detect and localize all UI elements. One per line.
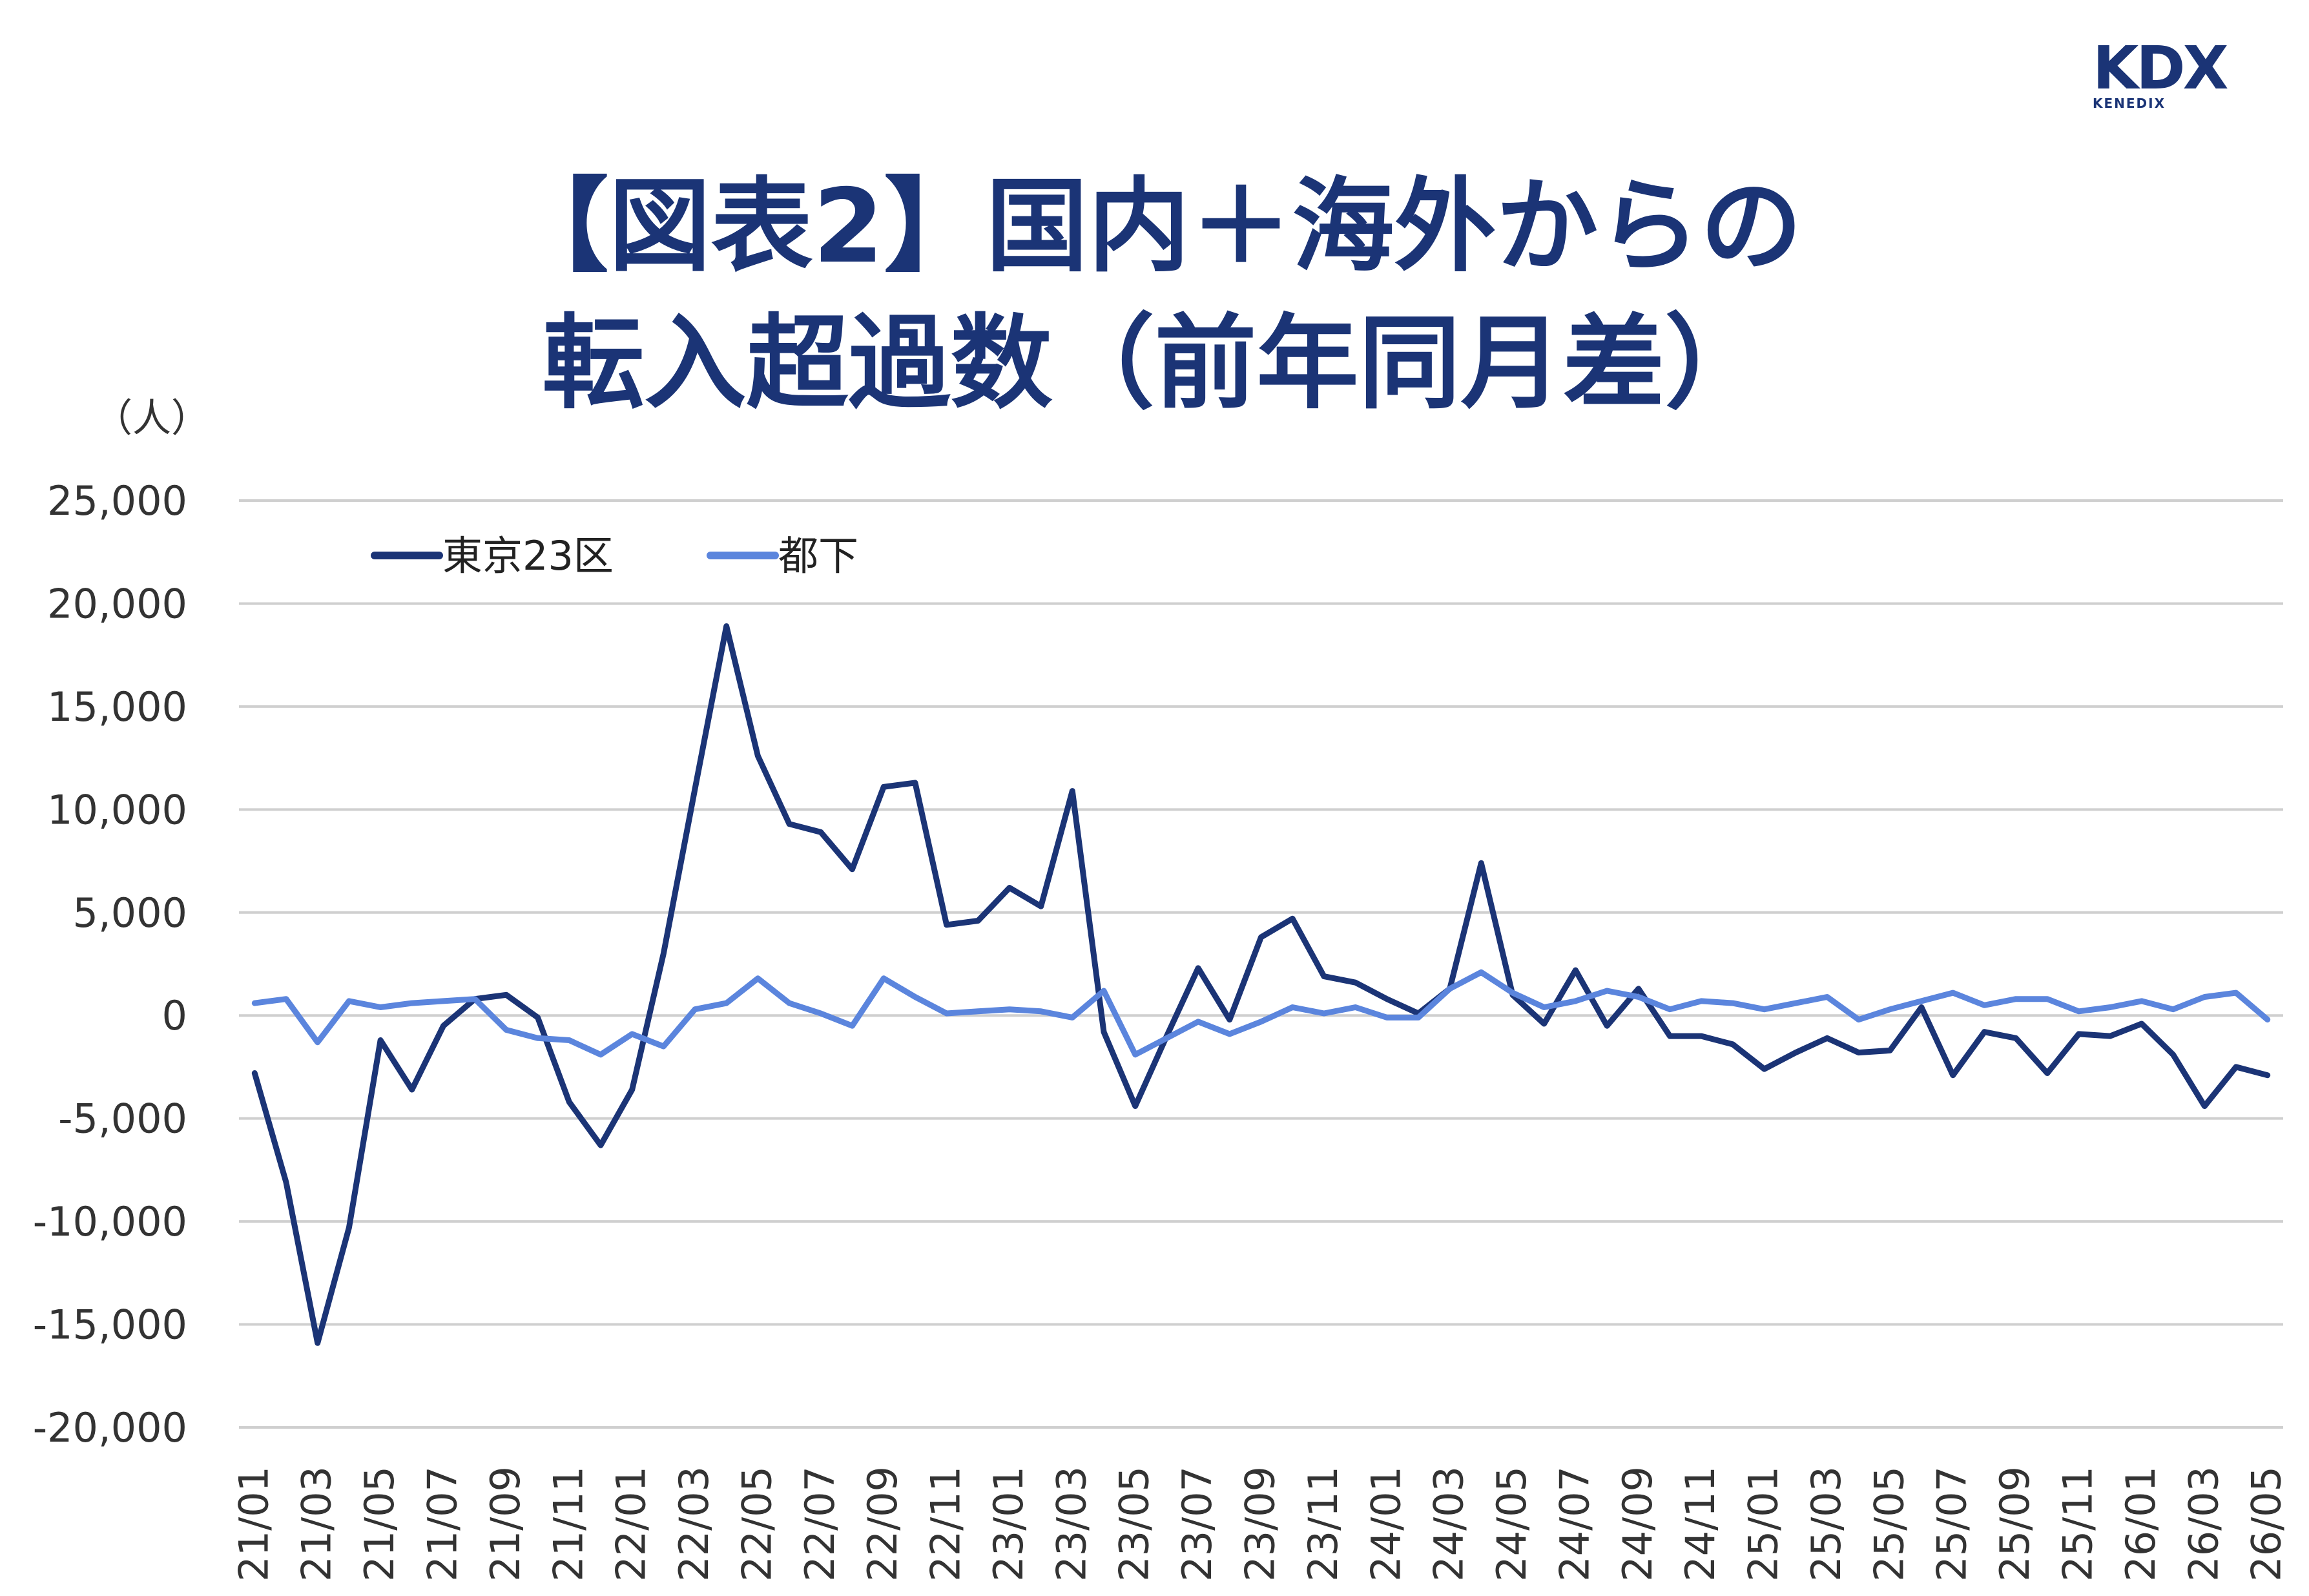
legend: 東京23区 都下 [371,532,858,579]
legend-label: 都下 [778,532,858,579]
x-tick-label: 22/03 [670,1466,718,1582]
x-tick-label: 22/01 [608,1466,655,1582]
x-tick-label: 26/01 [2117,1466,2164,1582]
x-tick-label: 21/05 [356,1466,403,1582]
series-lines [251,623,2271,1346]
logo-main-text: KDX [2093,34,2229,103]
y-tick-label: -15,000 [33,1301,187,1349]
series-line [251,623,2271,1346]
x-tick-label: 22/07 [796,1466,844,1582]
y-tick-label: -10,000 [33,1198,187,1245]
x-tick-label: 21/03 [293,1466,340,1582]
x-tick-label: 23/07 [1174,1466,1221,1582]
x-tick-label: 24/09 [1614,1466,1661,1582]
y-axis: 25,000 20,000 15,000 10,000 5,000 0 -5,000 -10,… [33,477,187,1451]
x-tick-label: 25/01 [1740,1466,1787,1582]
x-tick-label: 24/07 [1551,1466,1598,1582]
x-tick-label: 23/05 [1111,1466,1158,1582]
grid-lines [239,499,2283,1429]
x-tick-label: 26/03 [2180,1466,2227,1582]
title-line-2: 転入超過数（前年同月差） [542,304,1767,423]
x-tick-label: 22/11 [922,1466,969,1582]
x-tick-label: 24/11 [1677,1466,1724,1582]
x-tick-label: 25/09 [1991,1466,2038,1582]
y-tick-label: -20,000 [33,1404,187,1451]
x-tick-label: 21/09 [482,1466,529,1582]
x-tick-label: 25/11 [2055,1466,2102,1582]
y-tick-label: -5,000 [58,1095,187,1143]
x-tick-label: 22/05 [733,1466,780,1582]
y-tick-label: 15,000 [47,683,187,731]
x-tick-label: 21/07 [419,1466,466,1582]
x-tick-label: 21/11 [544,1466,592,1582]
y-tick-label: 5,000 [73,889,188,937]
logo-sub-text: KENEDIX [2093,96,2166,111]
x-tick-label: 24/03 [1425,1466,1473,1582]
y-tick-label: 0 [162,992,187,1039]
x-tick-label: 26/05 [2243,1466,2290,1582]
x-tick-label: 23/09 [1237,1466,1284,1582]
x-tick-label: 23/11 [1299,1466,1347,1582]
series-line [251,969,2271,1058]
title-line-1: 【図表2】国内＋海外からの [506,167,1803,286]
y-tick-label: 20,000 [47,580,187,627]
x-tick-label: 23/01 [985,1466,1032,1582]
x-tick-label: 25/07 [1929,1466,1976,1582]
y-tick-label: 10,000 [47,786,187,833]
x-tick-label: 21/01 [230,1466,277,1582]
x-tick-label: 24/05 [1488,1466,1535,1582]
x-tick-label: 23/03 [1048,1466,1095,1582]
x-tick-label: 25/05 [1865,1466,1912,1582]
x-tick-label: 24/01 [1362,1466,1409,1582]
page-title: 【図表2】国内＋海外からの 転入超過数（前年同月差） [0,158,2309,432]
x-tick-label: 25/03 [1803,1466,1850,1582]
kdx-logo: KDX KENEDIX [2093,34,2261,112]
x-axis: 21/01 21/03 21/05 21/07 21/09 21/11 22/01 22/03… [230,1466,2290,1582]
y-unit-label: （人） [94,396,210,441]
legend-label: 東京23区 [442,532,614,579]
x-tick-label: 22/09 [859,1466,906,1582]
y-tick-label: 25,000 [47,477,187,524]
